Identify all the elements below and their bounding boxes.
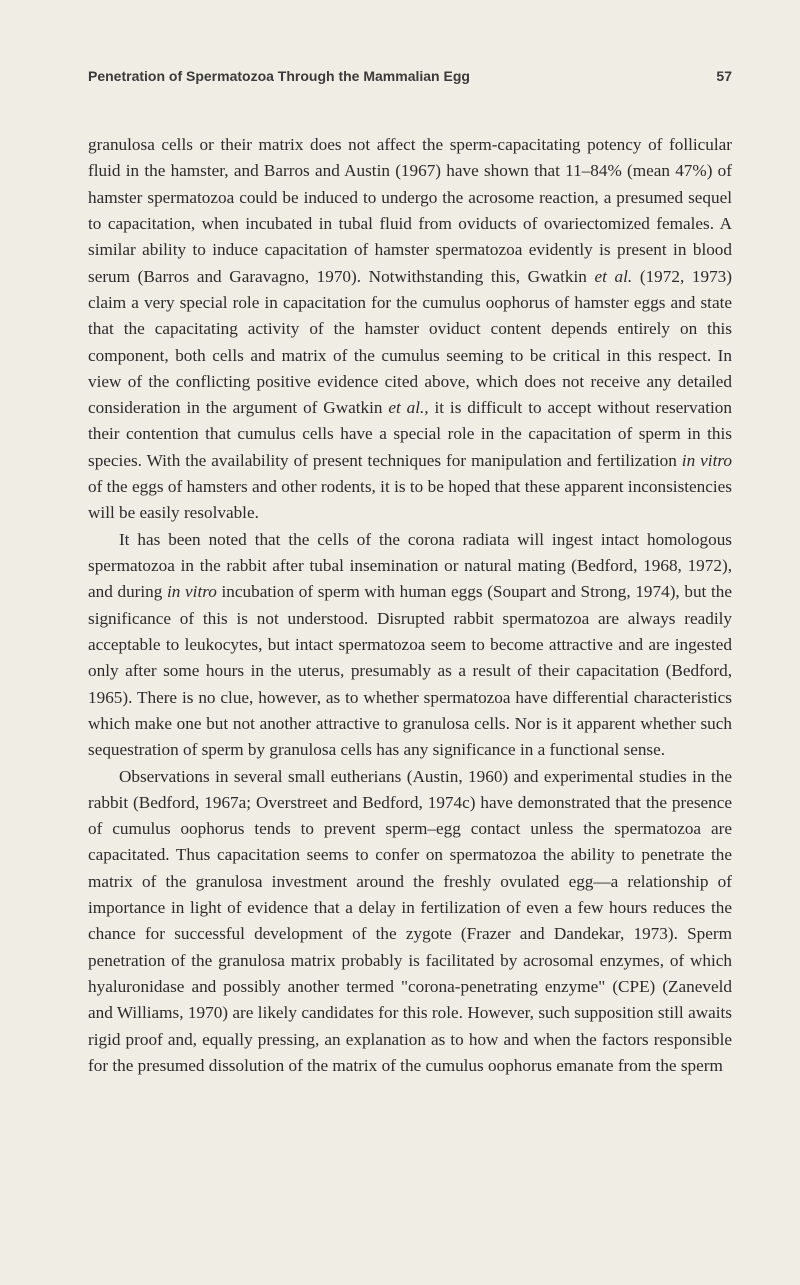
running-title: Penetration of Spermatozoa Through the M… bbox=[88, 68, 470, 84]
body-text: granulosa cells or their matrix does not… bbox=[88, 132, 732, 1079]
page-header: Penetration of Spermatozoa Through the M… bbox=[88, 68, 732, 84]
paragraph-1: granulosa cells or their matrix does not… bbox=[88, 132, 732, 527]
text-run: of the eggs of hamsters and other rodent… bbox=[88, 477, 732, 522]
paragraph-2: It has been noted that the cells of the … bbox=[88, 527, 732, 764]
italic-run: in vitro bbox=[682, 451, 732, 470]
text-run: Observations in several small eutherians… bbox=[88, 767, 732, 1075]
page-number: 57 bbox=[716, 68, 732, 84]
paragraph-3: Observations in several small eutherians… bbox=[88, 764, 732, 1080]
text-run: (1972, 1973) claim a very special role i… bbox=[88, 267, 732, 418]
text-run: granulosa cells or their matrix does not… bbox=[88, 135, 732, 286]
italic-run: et al., bbox=[388, 398, 428, 417]
italic-run: et al. bbox=[595, 267, 633, 286]
text-run: incubation of sperm with human eggs (Sou… bbox=[88, 582, 732, 759]
italic-run: in vitro bbox=[167, 582, 217, 601]
